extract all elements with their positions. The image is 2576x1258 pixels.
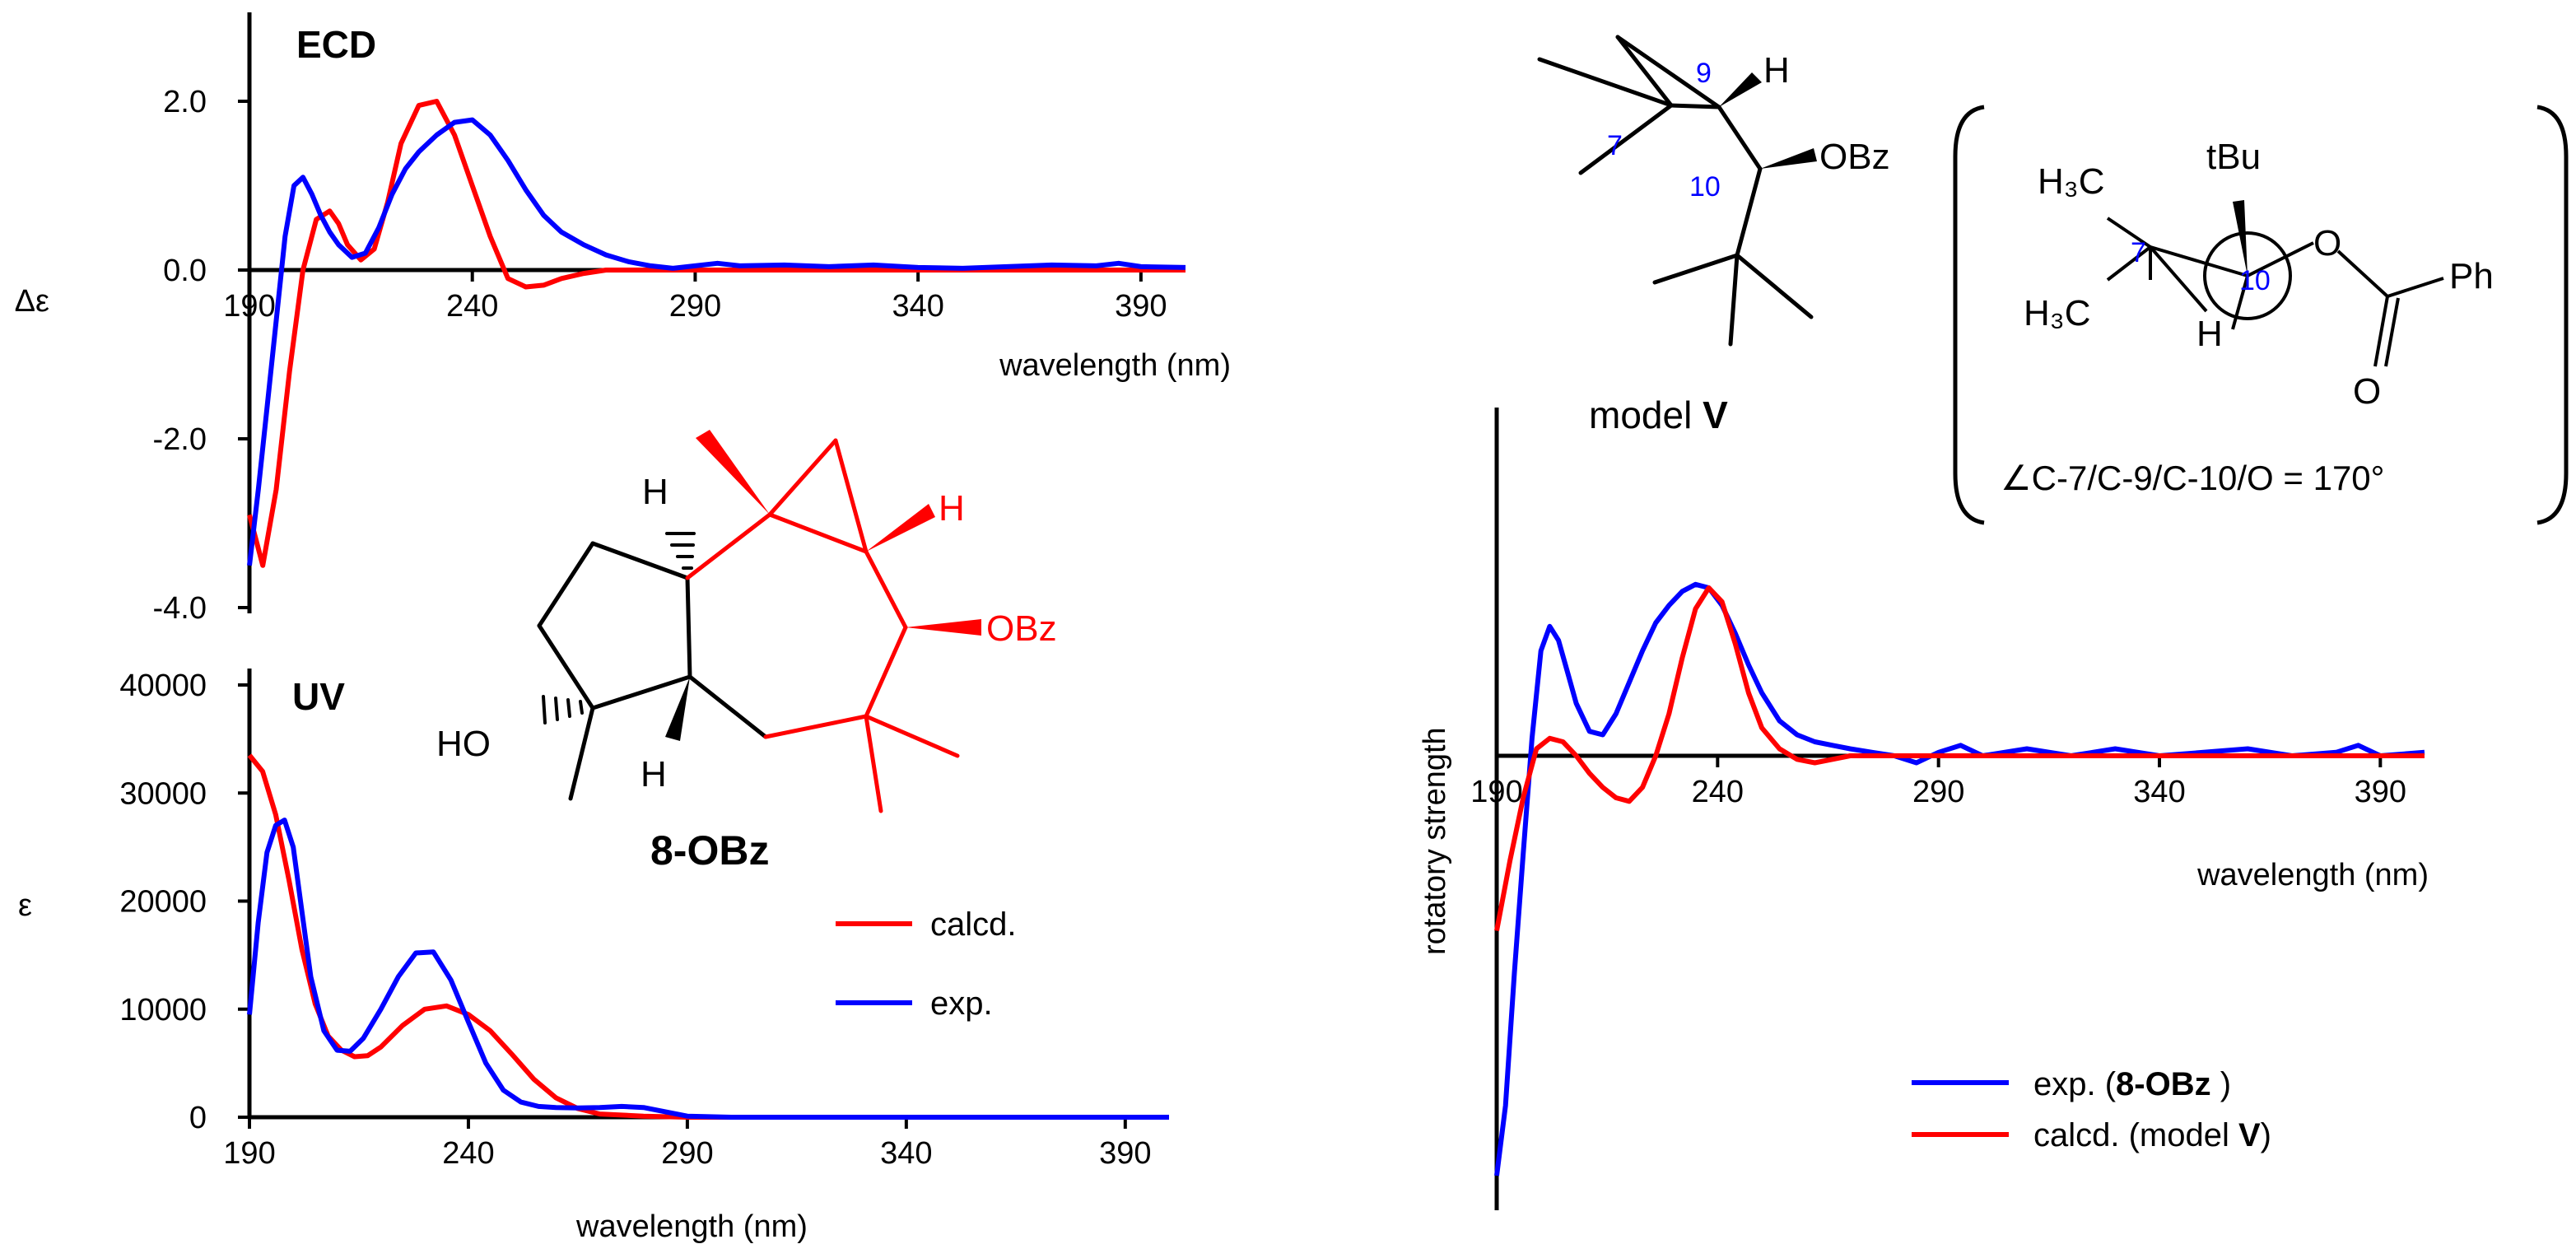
ecd-y-tick-label: 2.0 xyxy=(163,85,207,119)
rotatory-x-tick-label: 390 xyxy=(2355,775,2406,809)
uv-x-label: wavelength (nm) xyxy=(575,1209,808,1244)
ecd-y-tick-label: -2.0 xyxy=(153,422,207,457)
uv-x-tick-label: 240 xyxy=(442,1136,494,1171)
obz-red-label: OBz xyxy=(986,608,1057,649)
rs-y-label: rotatory strength xyxy=(1418,727,1452,955)
uv-title: UV xyxy=(292,675,345,718)
rotatory-series-calcd-line xyxy=(1494,585,2425,932)
uv-y-tick-label: 10000 xyxy=(119,993,207,1027)
uv-y-tick-label: 0 xyxy=(189,1101,207,1135)
ecd-chart: ECD Δε wavelength (nm) 190 240 290 340 390 2.… xyxy=(15,12,1231,626)
model-v-obz-label: OBz xyxy=(1819,137,1890,177)
ecd-y-label: Δε xyxy=(15,284,49,319)
uv-y-tick-label: 20000 xyxy=(119,885,207,920)
h-bottom-label: H xyxy=(641,754,667,794)
ecd-y-tick-label: -4.0 xyxy=(153,591,207,626)
uv-series-calcd-line xyxy=(247,753,1169,1120)
rotatory-x-tick-label: 290 xyxy=(1912,775,1964,809)
model-v-c9-label: 9 xyxy=(1696,58,1712,89)
uv-y-label: ε xyxy=(18,888,32,923)
uv-x-tick-label: 190 xyxy=(223,1136,275,1171)
rs-x-label: wavelength (nm) xyxy=(2196,858,2429,892)
uv-y-tick-label: 30000 xyxy=(119,776,207,811)
newman-ph: Ph xyxy=(2449,256,2494,296)
rotatory-x-tick-label: 190 xyxy=(1470,775,1522,809)
rotatory-x-tick-label: 240 xyxy=(1692,775,1744,809)
uv-x-tick-label: 290 xyxy=(661,1136,713,1171)
h-red-label: H xyxy=(939,488,965,529)
rotatory-x-tick-label: 340 xyxy=(2133,775,2185,809)
uv-legend: calcd. exp. xyxy=(836,906,1017,1022)
legend-exp-label: exp. xyxy=(930,985,993,1022)
ecd-y-tick-label: 0.0 xyxy=(163,254,207,288)
ho-label: HO xyxy=(436,724,491,764)
uv-series-exp-line xyxy=(247,818,1169,1120)
rs-legend: exp. (8-OBz ) calcd. (model V) xyxy=(1912,1066,2271,1153)
newman-o-carbonyl: O xyxy=(2353,371,2381,412)
newman-tbu: tBu xyxy=(2206,137,2261,177)
newman-h3c-bottom: H₃C xyxy=(2024,293,2090,333)
ecd-x-tick-label: 290 xyxy=(669,289,721,324)
ecd-x-tick-label: 240 xyxy=(446,289,498,324)
newman-c7: 7 xyxy=(2131,237,2146,268)
newman-projection: H₃C H₃C tBu O Ph O H 7 10 ∠C-7/C-9/C-10/… xyxy=(1953,105,2569,525)
uv-y-tick-label: 40000 xyxy=(119,669,207,703)
newman-angle-text: ∠C-7/C-9/C-10/O = 170° xyxy=(2001,459,2384,497)
structure-8-obz: H HO H H OBz 8-OBz xyxy=(436,430,1057,874)
legend-calcd-model-v-label: calcd. (model V) xyxy=(2033,1117,2271,1153)
ecd-x-tick-label: 390 xyxy=(1115,289,1167,324)
model-v-c7-label: 7 xyxy=(1607,130,1623,161)
ecd-series-exp-line xyxy=(247,117,1186,566)
model-v-c10-label: 10 xyxy=(1689,171,1721,203)
uv-x-tick-label: 390 xyxy=(1099,1136,1151,1171)
structure-model-v: H OBz 7 9 10 model V xyxy=(1537,35,1890,436)
newman-h3c-top: H₃C xyxy=(2038,161,2104,202)
uv-x-tick-label: 340 xyxy=(880,1136,932,1171)
compound-name-8-obz: 8-OBz xyxy=(650,827,769,874)
newman-c10: 10 xyxy=(2239,265,2271,296)
newman-o: O xyxy=(2313,223,2341,263)
h-top-label: H xyxy=(642,472,668,512)
rotatory-strength-chart: rotatory strength wavelength (nm) 190 240… xyxy=(1418,408,2429,1210)
ecd-series-calcd-line xyxy=(247,99,1186,568)
ecd-x-tick-label: 190 xyxy=(223,289,275,324)
newman-circle xyxy=(2203,231,2292,320)
uv-chart: UV ε wavelength (nm) 190 240 290 340 390 4000… xyxy=(18,669,1169,1244)
legend-exp-8obz-label: exp. (8-OBz ) xyxy=(2033,1066,2231,1102)
ecd-x-tick-label: 340 xyxy=(892,289,943,324)
newman-h: H xyxy=(2196,314,2223,354)
ecd-x-label: wavelength (nm) xyxy=(999,348,1231,383)
model-v-h-label: H xyxy=(1763,50,1790,91)
rotatory-series-exp-line xyxy=(1494,581,2425,1176)
ecd-title: ECD xyxy=(296,23,376,66)
legend-calcd-label: calcd. xyxy=(930,906,1017,943)
model-v-caption: model V xyxy=(1589,394,1728,436)
